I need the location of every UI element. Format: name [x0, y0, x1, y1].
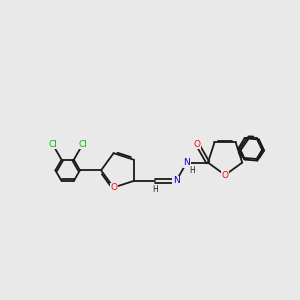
Text: O: O — [222, 170, 229, 179]
Text: N: N — [173, 176, 179, 185]
Text: O: O — [194, 140, 201, 149]
Text: Cl: Cl — [48, 140, 57, 148]
Text: H: H — [152, 185, 158, 194]
Text: H: H — [189, 166, 195, 175]
Text: Cl: Cl — [78, 140, 87, 148]
Text: N: N — [183, 158, 190, 167]
Text: O: O — [110, 183, 117, 192]
